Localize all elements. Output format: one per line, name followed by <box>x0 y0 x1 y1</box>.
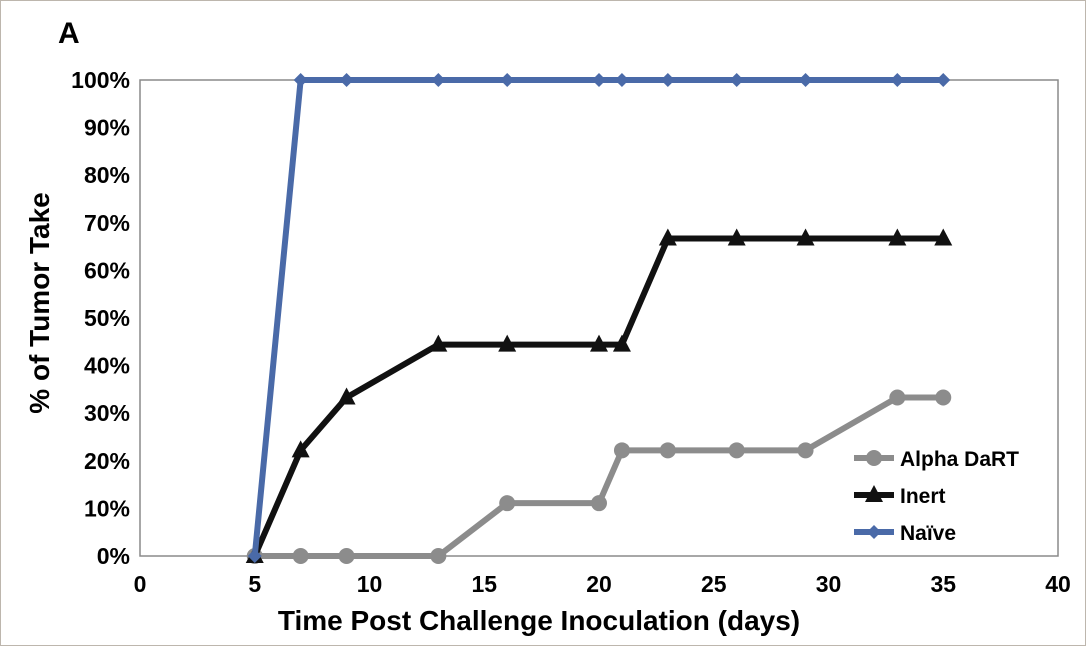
legend-marker <box>866 450 882 466</box>
data-point <box>613 442 630 459</box>
legend-item: Alpha DaRT <box>854 448 1019 471</box>
x-tick-label: 10 <box>357 571 383 597</box>
legend-marker <box>865 485 883 502</box>
legend-label: Inert <box>900 485 946 508</box>
data-point <box>431 73 446 87</box>
data-point <box>498 334 517 352</box>
data-point <box>888 228 907 246</box>
series-1 <box>245 228 953 563</box>
data-point <box>247 549 262 563</box>
data-point <box>659 442 676 459</box>
data-point <box>796 228 815 246</box>
data-point <box>292 548 309 564</box>
series-line <box>251 235 947 559</box>
data-point <box>591 495 607 512</box>
data-point <box>429 334 448 352</box>
legend-label: Alpha DaRT <box>900 448 1019 471</box>
legend-item: Naïve <box>854 522 956 545</box>
x-tick-label: 35 <box>930 571 956 597</box>
data-point <box>612 334 631 352</box>
x-tick-label: 25 <box>701 571 727 597</box>
series-line <box>251 77 947 559</box>
data-point <box>935 389 952 406</box>
data-point <box>660 73 675 87</box>
x-tick-label: 15 <box>471 571 497 597</box>
data-point <box>338 548 355 564</box>
data-point <box>339 73 354 87</box>
legend: Alpha DaRT Inert Naïve <box>854 448 1019 545</box>
panel-label: A <box>58 17 80 50</box>
x-tick-label: 40 <box>1045 571 1071 597</box>
data-point <box>430 548 447 564</box>
data-point <box>936 73 951 87</box>
data-point <box>798 73 813 87</box>
y-tick-label: 10% <box>84 495 130 521</box>
data-point <box>934 228 953 246</box>
data-point <box>337 387 356 405</box>
tick-labels: 0% 10% 20% 30% 40% 50% 60% 70% 80% 90% 100% 0 5 10 15 2… <box>71 67 1071 597</box>
y-tick-label: 80% <box>84 162 130 188</box>
y-tick-label: 20% <box>84 448 130 474</box>
data-point <box>797 442 814 459</box>
data-point <box>890 73 905 87</box>
data-point <box>614 73 629 87</box>
y-tick-label: 60% <box>84 257 130 283</box>
x-axis-title: Time Post Challenge Inoculation (days) <box>278 605 800 636</box>
data-point <box>729 73 744 87</box>
y-tick-label: 50% <box>84 305 130 331</box>
data-point <box>889 389 906 406</box>
data-point <box>658 228 677 246</box>
series-2 <box>247 73 951 563</box>
data-series <box>245 73 953 564</box>
y-tick-label: 40% <box>84 353 130 379</box>
legend-label: Naïve <box>900 522 956 545</box>
y-tick-label: 90% <box>84 115 130 141</box>
y-tick-label: 100% <box>71 67 130 93</box>
y-axis-title: % of Tumor Take <box>24 192 55 413</box>
data-point <box>500 73 515 87</box>
y-tick-label: 0% <box>97 543 130 569</box>
data-point <box>592 73 606 87</box>
data-point <box>499 495 516 512</box>
data-point <box>727 228 746 246</box>
x-tick-label: 0 <box>134 571 147 597</box>
y-tick-label: 70% <box>84 210 130 236</box>
data-point <box>293 73 308 87</box>
x-tick-label: 5 <box>248 571 261 597</box>
data-point <box>590 334 608 352</box>
legend-item: Inert <box>854 485 946 508</box>
y-tick-label: 30% <box>84 400 130 426</box>
data-point <box>728 442 745 459</box>
x-tick-label: 20 <box>586 571 612 597</box>
data-point <box>291 440 310 458</box>
legend-marker <box>867 525 881 539</box>
x-tick-label: 30 <box>816 571 842 597</box>
